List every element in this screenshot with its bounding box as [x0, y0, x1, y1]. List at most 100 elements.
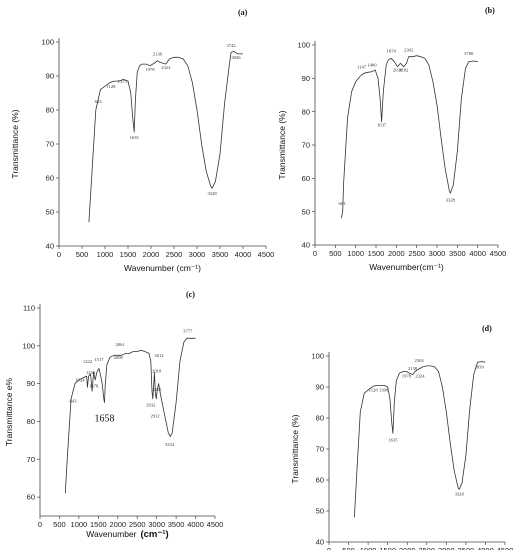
x-tick-label: 2500	[418, 546, 435, 550]
x-tick-label: 2000	[109, 520, 126, 529]
peak-label: 2855	[152, 387, 162, 392]
x-tick-label: 1500	[368, 249, 385, 258]
peak-label: 2008	[113, 355, 123, 360]
peak-label: 2912	[151, 414, 161, 419]
y-tick-label: 40	[316, 538, 324, 547]
peak-label: 1400	[367, 63, 377, 68]
y-tick-label: 80	[27, 417, 35, 426]
x-tick-label: 3000	[438, 546, 455, 550]
x-tick-label: 500	[329, 249, 342, 258]
peak-label: 1128	[369, 388, 379, 393]
spectrum-line	[354, 361, 486, 518]
peak-label: 1635	[130, 135, 140, 140]
peak-label: 1398	[379, 388, 389, 393]
peak-label: 1635	[388, 437, 398, 442]
x-tick-label: 4500	[207, 520, 224, 529]
peak-label: 1637	[377, 123, 387, 128]
y-tick-label: 60	[316, 476, 324, 485]
y-axis-title: Transmittance e%	[4, 377, 14, 446]
y-tick-label: 50	[302, 207, 310, 216]
y-tick-label: 80	[302, 107, 310, 116]
x-tick-label: 1500	[120, 250, 137, 259]
panel-label: (b)	[485, 6, 495, 15]
y-axis-title: Transmittance (%)	[277, 110, 287, 179]
x-tick-label: 1000	[347, 249, 364, 258]
peak-label: 2932	[146, 402, 156, 407]
peak-label: 1378	[89, 383, 99, 388]
x-tick-label: 4000	[477, 546, 494, 550]
y-tick-label: 60	[27, 493, 35, 502]
peak-label: 1128	[106, 84, 116, 89]
peak-label: 2182	[399, 68, 409, 73]
y-tick-label: 80	[316, 414, 324, 423]
x-tick-label: 1500	[379, 546, 396, 550]
x-tick-label: 2000	[399, 546, 416, 550]
y-tick-label: 110	[23, 304, 35, 313]
y-tick-label: 60	[302, 174, 310, 183]
y-tick-label: 50	[316, 507, 324, 516]
x-tick-label: 0	[327, 546, 331, 550]
peak-label: 3328	[446, 198, 456, 203]
panel-label: (c)	[186, 290, 195, 299]
x-tick-label: 3500	[212, 250, 229, 259]
peak-label: 2322	[161, 65, 171, 70]
peak-label: 2061	[116, 342, 126, 347]
y-tick-label: 70	[46, 140, 54, 149]
spectrum-line	[88, 51, 243, 223]
x-axis-title: Wavenumber (cm⁻¹)	[124, 263, 201, 273]
x-tick-label: 4500	[497, 546, 514, 550]
x-tick-label: 1000	[97, 250, 114, 259]
x-tick-label: 2500	[408, 249, 425, 258]
peak-label: 3012	[154, 353, 164, 358]
peak-label: 1658	[94, 413, 114, 424]
x-tick-label: 500	[342, 546, 355, 550]
peak-label: 2304	[415, 358, 425, 363]
peak-label: 3780	[464, 51, 474, 56]
x-tick-label: 3500	[458, 546, 475, 550]
x-tick-label: 3500	[168, 520, 185, 529]
x-tick-label: 1000	[71, 520, 88, 529]
x-tick-label: 3500	[449, 249, 466, 258]
peak-label: 3332	[165, 442, 175, 447]
peak-label: 3846	[231, 55, 241, 60]
peak-label: 643	[95, 99, 103, 104]
peak-label: 3742	[227, 43, 237, 48]
y-tick-label: 70	[316, 445, 324, 454]
peak-label: 3328	[455, 492, 465, 497]
peak-label: 1024	[75, 378, 85, 383]
y-tick-label: 70	[302, 141, 310, 150]
x-tick-label: 4500	[258, 250, 275, 259]
panel-label: (a)	[238, 8, 248, 17]
x-tick-label: 0	[38, 520, 42, 529]
x-tick-label: 3000	[429, 249, 446, 258]
spectrum-line	[341, 55, 478, 219]
x-tick-label: 3000	[148, 520, 165, 529]
y-tick-label: 40	[302, 241, 310, 250]
x-tick-label: 1000	[360, 546, 377, 550]
peak-label: 1246	[86, 370, 96, 375]
spectrum-line	[64, 337, 196, 494]
peak-label: 2030	[393, 68, 403, 73]
x-tick-label: 0	[57, 250, 61, 259]
x-axis-title: Wavenumber(cm⁻¹)	[86, 529, 168, 540]
peak-label: 3777	[183, 329, 193, 334]
y-tick-label: 90	[302, 74, 310, 83]
peak-label: 2324	[415, 374, 425, 379]
x-tick-label: 500	[76, 250, 89, 259]
x-tick-label: 1500	[90, 520, 107, 529]
y-tick-label: 100	[22, 341, 35, 350]
peak-label: 1874	[387, 48, 397, 53]
peak-label: 1517	[94, 357, 104, 362]
peak-label: 2138	[153, 52, 163, 57]
peak-label: 3328	[207, 191, 217, 196]
y-tick-label: 60	[46, 174, 54, 183]
panel-label: (d)	[482, 324, 492, 333]
y-axis-title: Transmittance (%)	[10, 109, 20, 178]
y-tick-label: 100	[297, 41, 310, 50]
peak-label: 643	[70, 399, 78, 404]
x-tick-label: 500	[53, 520, 66, 529]
x-tick-label: 0	[313, 249, 317, 258]
